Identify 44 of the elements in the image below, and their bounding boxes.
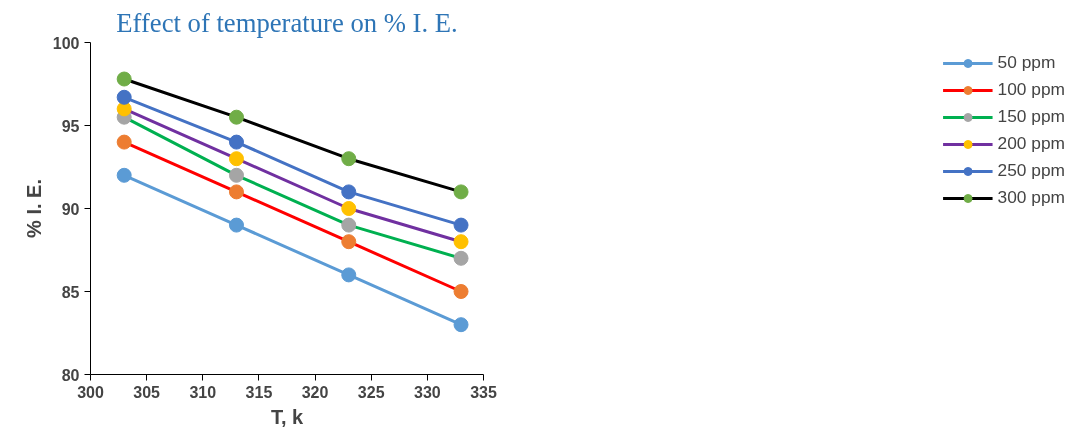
point: [228, 134, 244, 150]
y-tick-label: 80: [61, 366, 80, 384]
point: [228, 109, 244, 125]
y-axis-title: % I. E.: [22, 179, 45, 238]
point: [341, 267, 357, 283]
legend-label: 200 ppm: [997, 133, 1065, 154]
point: [341, 234, 357, 250]
point: [453, 234, 469, 250]
x-tick-label: 320: [301, 383, 329, 401]
point: [116, 134, 132, 150]
point: [341, 201, 357, 216]
x-tick-label: 305: [133, 383, 161, 401]
point: [228, 184, 244, 200]
point: [116, 71, 132, 87]
point: [453, 317, 469, 333]
point: [116, 167, 132, 183]
legend-label: 300 ppm: [997, 187, 1065, 208]
point: [228, 151, 244, 167]
point: [341, 217, 357, 233]
point: [341, 151, 357, 167]
point: [453, 250, 469, 266]
x-tick-label: 335: [470, 383, 497, 401]
point: [453, 217, 469, 233]
y-tick-label: 85: [61, 283, 80, 301]
chart-title: Effect of temperature on % I. E.: [116, 7, 458, 38]
x-tick-label: 330: [414, 383, 441, 401]
x-tick-label: 300: [77, 383, 104, 401]
x-tick-label: 315: [245, 383, 273, 401]
point: [228, 217, 244, 233]
point: [453, 284, 469, 299]
point: [341, 184, 357, 200]
legend-label: 100 ppm: [997, 79, 1065, 100]
point: [116, 89, 132, 105]
x-tick-label: 310: [189, 383, 217, 401]
legend-label: 250 ppm: [997, 160, 1065, 181]
legend-label: 150 ppm: [997, 106, 1065, 127]
point: [453, 184, 469, 200]
x-tick-label: 325: [357, 383, 385, 401]
point: [228, 167, 244, 183]
y-tick-label: 90: [61, 200, 80, 218]
y-tick-label: 100: [52, 34, 80, 52]
y-tick-label: 95: [61, 117, 80, 135]
x-axis-title: T, k: [270, 405, 304, 428]
legend-label: 50 ppm: [997, 52, 1056, 73]
